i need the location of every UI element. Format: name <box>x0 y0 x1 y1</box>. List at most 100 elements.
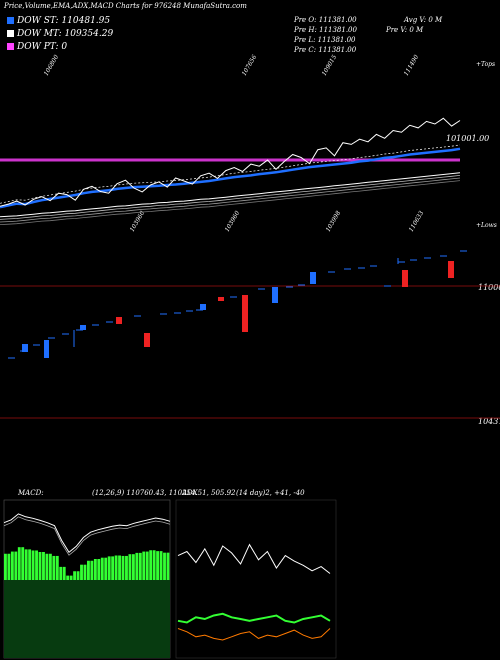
macd-histogram-bar <box>31 550 35 580</box>
macd-histogram-bar <box>38 552 42 580</box>
macd-histogram-bar <box>100 557 104 580</box>
prev-volume: Pre V: 0 M <box>386 26 424 34</box>
volume-candle <box>200 304 206 310</box>
macd-histogram-bar <box>35 550 38 580</box>
macd-histogram-bar <box>135 552 139 580</box>
macd-histogram-bar <box>114 555 118 580</box>
macd-histogram-bar <box>104 557 108 580</box>
macd-histogram-bar <box>17 547 21 580</box>
macd-line <box>3 513 171 554</box>
volume-candle <box>44 340 49 358</box>
volume-candle <box>402 270 408 287</box>
macd-histogram-bar <box>156 551 160 580</box>
volume-candle <box>272 287 278 303</box>
legend-dow-pt-label: DOW PT: 0 <box>17 42 68 52</box>
volume-candle <box>242 295 248 332</box>
macd-params: (12,26,9) 110760.43, 110254.51, 505.92 <box>92 489 236 497</box>
avg-volume: Avg V: 0 M <box>404 16 443 24</box>
macd-histogram-bar <box>42 552 45 580</box>
legend-swatch-white-icon <box>7 30 14 37</box>
price-level-label: 101001.00 <box>446 134 490 143</box>
volume-candle <box>218 297 224 301</box>
macd-histogram-bar <box>76 571 80 580</box>
close-price-line <box>0 117 461 207</box>
macd-histogram-bar <box>111 556 115 580</box>
macd-histogram-bar <box>149 550 153 580</box>
legend-dow-pt: DOW PT: 0 <box>7 42 67 52</box>
macd-histogram-bar <box>24 549 28 580</box>
macd-histogram-bar <box>128 554 132 580</box>
macd-histogram-bar <box>118 555 121 580</box>
macd-histogram-bar <box>4 553 7 580</box>
macd-histogram-bar <box>10 551 14 580</box>
ema-band-line-3 <box>0 180 461 225</box>
macd-histogram-bar <box>48 553 52 580</box>
legend-dow-st-label: DOW ST: 110481.95 <box>17 16 111 26</box>
dow-st-line <box>0 147 461 209</box>
chart-header: Price,Volume,EMA,ADX,MACD Charts for 976… <box>4 2 247 10</box>
macd-histogram-bar <box>125 555 128 580</box>
macd-histogram-bar <box>73 571 77 580</box>
ohlc-open: Pre O: 111381.00 <box>294 16 357 24</box>
macd-histogram-bar <box>52 555 56 580</box>
macd-histogram-bar <box>121 555 125 580</box>
adx-params: (14 day)2, +41, -40 <box>236 489 305 497</box>
macd-histogram-bar <box>59 566 63 580</box>
macd-histogram-bar <box>90 560 94 580</box>
volume-candle <box>116 317 122 324</box>
macd-histogram-bar <box>28 549 32 580</box>
legend-dow-st: DOW ST: 110481.95 <box>7 16 110 26</box>
macd-histogram-bar <box>69 575 73 580</box>
ema-band-line-0 <box>0 172 461 218</box>
dow-st-dotted-line <box>0 144 461 204</box>
macd-histogram-bar <box>145 551 149 580</box>
macd-histogram-bar <box>152 550 156 580</box>
legend-swatch-magenta-icon <box>7 43 14 50</box>
macd-histogram-bar <box>55 555 59 580</box>
macd-histogram-bar <box>45 553 49 580</box>
macd-histogram-bar <box>107 556 111 580</box>
macd-histogram-bar <box>163 552 166 580</box>
volume-candle <box>144 333 150 347</box>
macd-signal-line <box>3 516 171 556</box>
macd-histogram-bar <box>87 560 90 580</box>
adx-line <box>177 543 331 574</box>
volume-level-bottom: 104317 <box>478 417 500 426</box>
macd-histogram-bar <box>80 564 83 580</box>
volume-level-top: 110000 <box>478 283 500 292</box>
volume-candle <box>80 325 86 330</box>
macd-histogram-bar <box>83 564 87 580</box>
adx-title: ADX <box>182 489 198 497</box>
ohlc-high: Pre H: 111381.00 <box>294 26 357 34</box>
macd-histogram-bar <box>66 575 70 580</box>
macd-histogram-bar <box>159 551 163 580</box>
adx-panel <box>175 499 337 659</box>
macd-histogram-bar <box>142 551 146 580</box>
macd-histogram-bar <box>166 552 170 580</box>
macd-title: MACD: <box>18 489 44 497</box>
macd-histogram-bar <box>7 553 11 580</box>
macd-histogram-bar <box>131 554 135 580</box>
adx-minus-di-line <box>177 628 331 641</box>
ema-band-line-1 <box>0 175 461 220</box>
volume-candle <box>22 344 28 352</box>
legend-swatch-blue-icon <box>7 17 14 24</box>
lows-label: +Lows <box>476 222 497 229</box>
legend-dow-mt: DOW MT: 109354.29 <box>7 29 113 39</box>
ohlc-low: Pre L: 111381.00 <box>294 36 356 44</box>
adx-plus-di-line <box>177 612 331 624</box>
macd-histogram-bar <box>97 559 101 580</box>
ema-band-line-2 <box>0 177 461 223</box>
ohlc-close: Pre C: 111381.00 <box>294 46 357 54</box>
macd-histogram-bar <box>138 552 142 580</box>
volume-candle <box>448 261 454 278</box>
macd-histogram-bar <box>21 547 25 580</box>
macd-histogram-bar <box>93 559 97 580</box>
volume-candle <box>310 272 316 284</box>
macd-lower-fill <box>4 580 170 658</box>
legend-dow-mt-label: DOW MT: 109354.29 <box>17 29 114 39</box>
macd-histogram-bar <box>14 551 18 580</box>
macd-histogram-bar <box>62 566 66 580</box>
tops-label: +Tops <box>476 61 496 68</box>
